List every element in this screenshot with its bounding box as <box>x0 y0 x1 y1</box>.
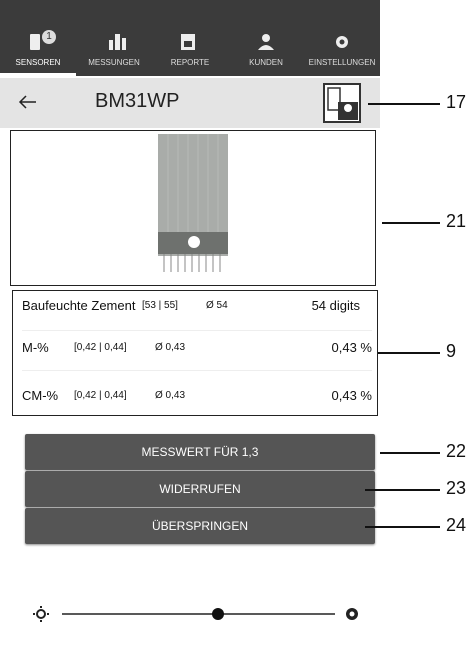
measurement-range: [0,42 | 0,44] <box>74 390 127 401</box>
measurement-value: 54 digits <box>311 298 360 313</box>
tab[interactable]: KUNDEN <box>228 0 304 76</box>
callout-number: 21 <box>446 211 467 231</box>
measurement-row: CM-% [0,42 | 0,44] Ø 0,43 0,43 % <box>22 388 372 406</box>
callout-number: 9 <box>446 341 457 361</box>
callout-line <box>378 352 440 354</box>
measurement-value: 0,43 % <box>331 340 372 355</box>
callout-line <box>380 452 440 454</box>
data-box <box>12 290 378 416</box>
tab-label: KUNDEN <box>249 58 283 67</box>
tab-label: SENSOREN <box>15 58 61 67</box>
callout-line <box>365 526 440 528</box>
tab[interactable]: EINSTELLUNGEN <box>304 0 380 76</box>
measurement-range: [0,42 | 0,44] <box>74 342 127 353</box>
tab[interactable]: MESSUNGEN <box>76 0 152 76</box>
callout-line <box>365 489 440 491</box>
sensor-image <box>158 134 228 272</box>
tab-label: REPORTE <box>170 58 210 67</box>
measurement-range: [53 | 55] <box>142 300 178 311</box>
back-button[interactable] <box>18 94 38 110</box>
measurement-row: M-% [0,42 | 0,44] Ø 0,43 0,43 % <box>22 340 372 358</box>
callout-number: 24 <box>446 515 467 535</box>
measurement-row: Baufeuchte Zement [53 | 55] Ø 54 54 digits <box>22 298 372 316</box>
tab[interactable]: SENSOREN 1 <box>0 0 76 76</box>
callout-number: 17 <box>446 92 467 112</box>
header-bar <box>0 78 380 128</box>
callout-line <box>382 222 440 224</box>
measurement-name: CM-% <box>22 388 59 403</box>
brightness-slider[interactable] <box>30 600 370 630</box>
tab-icons <box>30 34 348 50</box>
tab-label: EINSTELLUNGEN <box>308 58 376 67</box>
device-title: BM31WP <box>95 90 180 112</box>
action-button[interactable]: MESSWERT FÜR 1,3 <box>25 434 375 470</box>
callout-number: 22 <box>446 441 467 461</box>
measurement-avg: Ø 0,43 <box>155 342 186 353</box>
tab[interactable]: REPORTE <box>152 0 228 76</box>
measurement-avg: Ø 0,43 <box>155 390 186 401</box>
badge: 1 <box>42 30 56 44</box>
image-box <box>10 130 376 286</box>
measurement-avg: Ø 54 <box>206 300 228 311</box>
action-button[interactable]: WIDERRUFEN <box>25 471 375 507</box>
measurement-name: M-% <box>22 340 49 355</box>
callout-line <box>368 103 440 105</box>
action-button[interactable]: ÜBERSPRINGEN <box>25 508 375 544</box>
measurement-name: Baufeuchte Zement <box>22 298 136 313</box>
rec-icon[interactable] <box>322 82 366 124</box>
measurement-value: 0,43 % <box>331 388 372 403</box>
callout-number: 23 <box>446 478 467 498</box>
tab-label: MESSUNGEN <box>88 58 140 67</box>
